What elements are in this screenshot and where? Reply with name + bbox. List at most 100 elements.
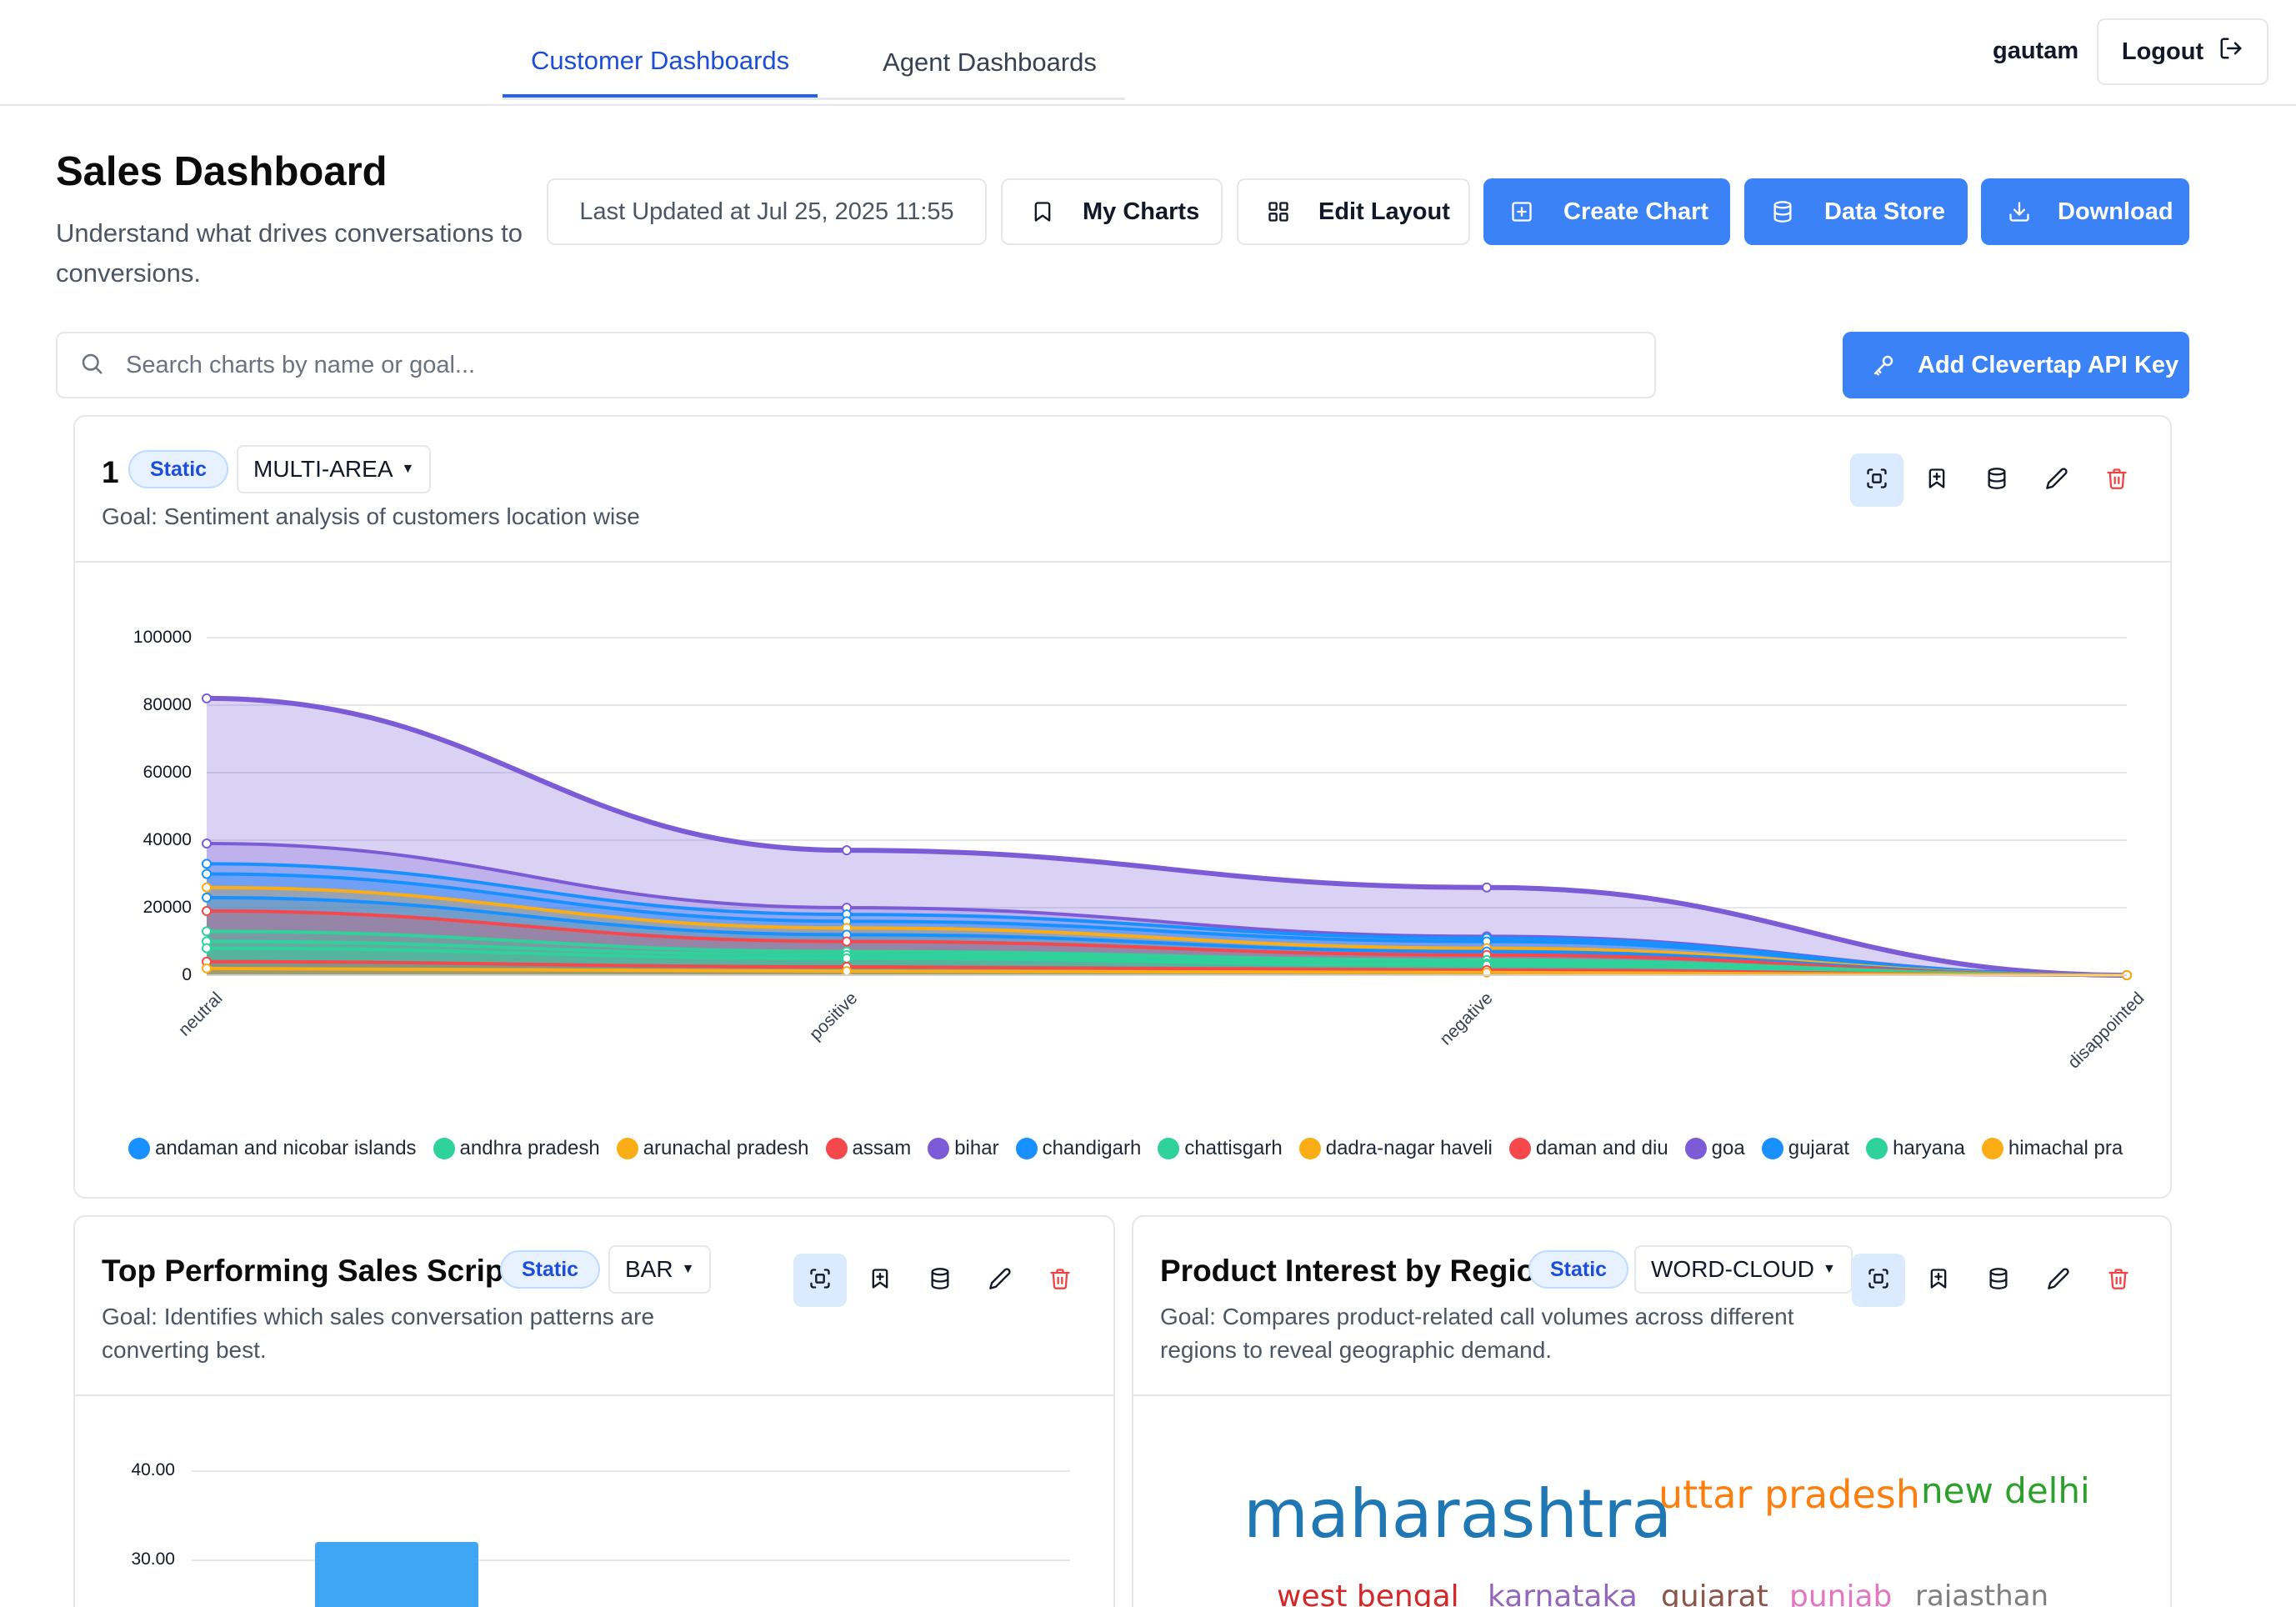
bookmark-button[interactable]	[1910, 453, 1963, 507]
edit-button[interactable]	[2030, 453, 2083, 507]
legend-item[interactable]: himachal pra	[1981, 1137, 2123, 1160]
series-line	[206, 946, 2128, 977]
data-store-button[interactable]: Data Store	[1744, 178, 1968, 245]
legend-item[interactable]: haryana	[1866, 1137, 1965, 1160]
data-point[interactable]	[202, 839, 212, 849]
legend-item[interactable]: assam	[825, 1137, 912, 1160]
data-point[interactable]	[842, 966, 852, 977]
legend-label: andhra pradesh	[459, 1137, 600, 1159]
tab-customer-dashboards[interactable]: Customer Dashboards	[503, 0, 818, 98]
chart-type-select[interactable]: BAR ▼	[608, 1245, 712, 1294]
legend-item[interactable]: goa	[1684, 1137, 1745, 1160]
word-cloud-word[interactable]: punjab	[1789, 1579, 1893, 1607]
series-line	[206, 862, 2128, 977]
word-cloud-word[interactable]: gujarat	[1661, 1579, 1768, 1607]
legend-item[interactable]: chandigarh	[1015, 1137, 1141, 1160]
y-tick: 20000	[143, 898, 192, 917]
word-cloud-word[interactable]: new delhi	[1921, 1470, 2090, 1511]
download-icon	[2008, 200, 2031, 223]
chart-type-value: BAR	[625, 1256, 673, 1282]
bookmark-button[interactable]	[1912, 1254, 1965, 1307]
edit-button[interactable]	[2032, 1254, 2085, 1307]
data-point[interactable]	[202, 882, 212, 893]
bar[interactable]	[315, 1541, 478, 1607]
word-cloud-word[interactable]: karnataka	[1488, 1579, 1638, 1607]
legend-dot	[1508, 1138, 1531, 1159]
data-point[interactable]	[202, 869, 212, 879]
data-point[interactable]	[202, 892, 212, 903]
edit-layout-button[interactable]: Edit Layout	[1237, 178, 1470, 245]
y-tick: 60000	[143, 763, 192, 782]
legend-label: chattisgarh	[1184, 1137, 1283, 1159]
delete-button[interactable]	[1033, 1254, 1087, 1307]
data-point[interactable]	[202, 906, 212, 917]
series-line	[206, 966, 2128, 977]
legend-item[interactable]: andaman and nicobar islands	[128, 1137, 417, 1160]
area-series-daman-and-diu[interactable]	[207, 911, 2127, 975]
word-cloud-word[interactable]: maharashtra	[1243, 1475, 1673, 1553]
create-chart-button[interactable]: Create Chart	[1483, 178, 1730, 245]
data-point[interactable]	[842, 845, 852, 856]
add-api-key-button[interactable]: Add Clevertap API Key	[1843, 332, 2189, 398]
focus-button[interactable]	[1850, 453, 1903, 507]
my-charts-button[interactable]: My Charts	[1001, 178, 1223, 245]
data-button[interactable]	[913, 1254, 967, 1307]
legend-item[interactable]: daman and diu	[1508, 1137, 1668, 1160]
data-point[interactable]	[842, 953, 852, 964]
data-point[interactable]	[202, 926, 212, 937]
dashboard-tabs: Customer Dashboards Agent Dashboards	[503, 0, 1125, 100]
data-button[interactable]	[1972, 1254, 2025, 1307]
data-store-label: Data Store	[1824, 198, 1946, 225]
data-point[interactable]	[202, 693, 212, 703]
bookmark-button[interactable]	[853, 1254, 907, 1307]
download-button[interactable]: Download	[1981, 178, 2189, 245]
data-point[interactable]	[842, 936, 852, 947]
logout-icon	[2218, 36, 2243, 68]
search-input[interactable]	[126, 351, 1543, 379]
legend-item[interactable]: gujarat	[1761, 1137, 1849, 1160]
logout-label: Logout	[2121, 38, 2204, 65]
legend-dot	[1684, 1138, 1707, 1159]
key-icon	[1871, 353, 1896, 378]
plus-square-icon	[1510, 200, 1533, 223]
focus-button[interactable]	[1852, 1254, 1905, 1307]
word-cloud-word[interactable]: rajasthan	[1915, 1579, 2049, 1607]
legend-label: assam	[852, 1137, 912, 1159]
word-cloud-word[interactable]: west bengal	[1277, 1579, 1459, 1607]
legend-item[interactable]: bihar	[928, 1137, 999, 1160]
page-title: Sales Dashboard	[56, 149, 388, 194]
chart-legend: andaman and nicobar islands andhra prade…	[128, 1137, 2145, 1160]
chart-card-product-interest: Product Interest by Region Static WORD-C…	[1132, 1215, 2172, 1607]
add-api-key-label: Add Clevertap API Key	[1918, 351, 2179, 378]
data-button[interactable]	[1970, 453, 2023, 507]
focus-button[interactable]	[793, 1254, 847, 1307]
logout-button[interactable]: Logout	[2097, 18, 2268, 85]
card-header: Product Interest by Region Static WORD-C…	[1133, 1217, 2170, 1396]
y-tick: 40000	[143, 830, 192, 849]
legend-label: goa	[1711, 1137, 1745, 1159]
word-cloud-word[interactable]: uttar pradesh	[1658, 1472, 1920, 1517]
bookmark-plus-icon	[868, 1267, 892, 1294]
page-subtitle: Understand what drives conversations to …	[56, 218, 523, 288]
edit-button[interactable]	[973, 1254, 1027, 1307]
legend-label: andaman and nicobar islands	[155, 1137, 417, 1159]
database-icon	[1771, 200, 1794, 223]
data-point[interactable]	[1482, 882, 1492, 893]
legend-item[interactable]: chattisgarh	[1158, 1137, 1283, 1160]
data-point[interactable]	[202, 963, 212, 974]
legend-item[interactable]: arunachal pradesh	[616, 1137, 809, 1160]
delete-button[interactable]	[2092, 1254, 2145, 1307]
chart-type-select[interactable]: MULTI-AREA ▼	[237, 445, 432, 493]
legend-item[interactable]: dadra-nagar haveli	[1298, 1137, 1493, 1160]
data-point[interactable]	[202, 859, 212, 869]
card-actions	[1852, 1254, 2145, 1307]
tab-agent-dashboards[interactable]: Agent Dashboards	[883, 47, 1097, 77]
area-series-bihar[interactable]	[207, 698, 2127, 975]
delete-button[interactable]	[2090, 453, 2143, 507]
area-series-andaman-and-nicobar-islands[interactable]	[207, 864, 2127, 975]
y-tick: 30.00	[131, 1549, 175, 1569]
legend-item[interactable]: andhra pradesh	[433, 1137, 600, 1160]
chart-type-select[interactable]: WORD-CLOUD ▼	[1634, 1245, 1853, 1294]
y-tick: 0	[182, 965, 192, 984]
data-point[interactable]	[202, 943, 212, 954]
